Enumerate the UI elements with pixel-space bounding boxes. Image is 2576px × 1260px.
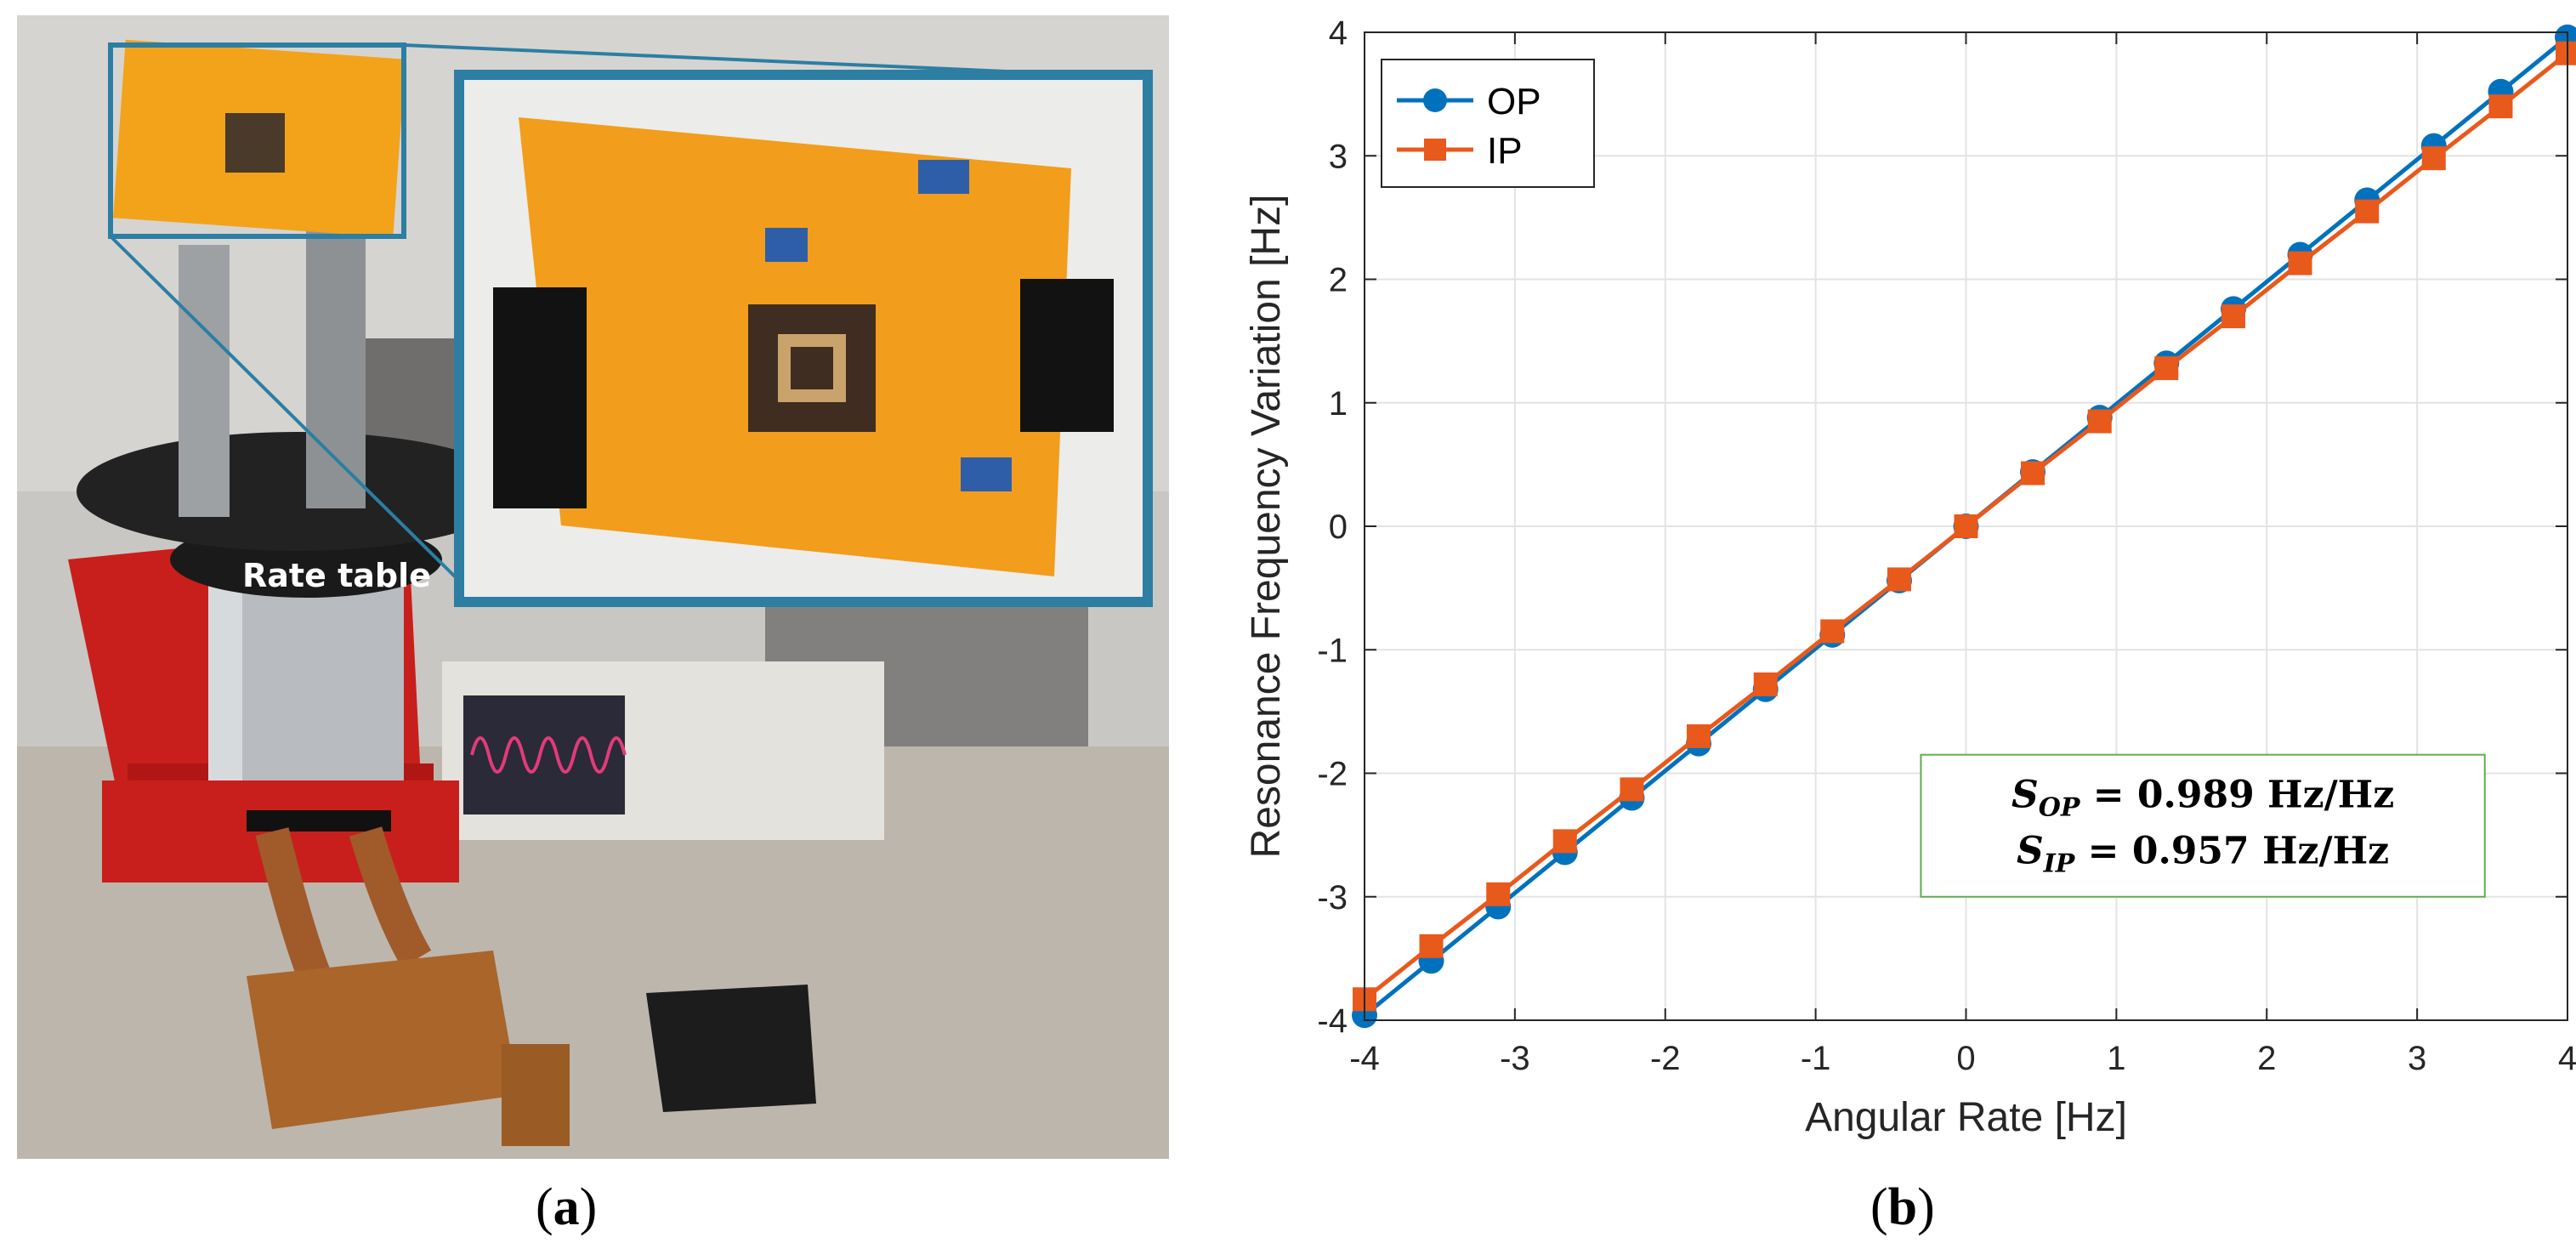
y-tick-label: -4 [1317,1002,1348,1040]
y-tick-label: 3 [1329,138,1348,175]
data-point-ip [1486,882,1511,906]
y-tick-label: -2 [1317,756,1348,793]
chart-legend: OP IP [1381,59,1595,188]
chart-tick-labels: -4 -3 -2 -1 0 1 2 3 4 -4 -3 -2 -1 0 1 2 3 4 [1317,14,2576,1077]
data-point-ip [2488,94,2513,119]
data-point-ip [1753,672,1778,696]
data-point-ip [2221,304,2245,329]
legend-entry-ip: IP [1487,130,1523,172]
legend-marker-ip [1424,139,1446,161]
legend-box [1381,59,1595,188]
data-point-ip [2087,409,2112,434]
data-point-ip [1687,724,1711,748]
caption-b: (b) [1870,1178,1935,1236]
panel-b-chart: -4 -3 -2 -1 0 1 2 3 4 -4 -3 -2 -1 0 1 2 3 4 Angular Rate … [1207,0,2576,1173]
data-point-ip [1954,514,1978,538]
data-point-ip [2556,41,2576,65]
caption-b-letter: b [1887,1178,1918,1236]
x-tick-label: -3 [1500,1040,1530,1077]
annotation-ip-value: = 0.957 Hz/Hz [2074,830,2389,873]
data-point-ip [1820,619,1845,644]
data-point-ip [1552,829,1577,854]
data-point-ip [2355,199,2380,224]
x-axis-label: Angular Rate [Hz] [1805,1095,2127,1140]
x-tick-label: 3 [2408,1040,2426,1077]
annotation-op-value: = 0.989 Hz/Hz [2080,774,2394,817]
sensitivity-annotation: SOP = 0.989 Hz/Hz SIP = 0.957 Hz/Hz [1920,753,2486,898]
rate-table-setup-photo: Rate table [17,15,1169,1159]
caption-a-letter: a [553,1178,580,1236]
annotation-ip-symbol: S [2017,830,2044,873]
y-tick-label: 2 [1329,262,1348,299]
panel-a-photo: Rate table [17,15,1169,1159]
data-point-ip [2154,356,2179,381]
data-point-ip [2021,461,2045,485]
y-tick-label: -3 [1317,879,1348,917]
x-tick-label: -1 [1801,1040,1831,1077]
data-point-ip [2421,146,2446,171]
x-tick-label: -2 [1650,1040,1681,1077]
annotation-ip-subscript: IP [2043,849,2076,879]
annotation-op-subscript: OP [2039,793,2081,823]
y-tick-label: 0 [1329,508,1348,546]
chart-series [1352,24,2576,1029]
annotation-box [1920,753,2486,898]
frequency-variation-chart: -4 -3 -2 -1 0 1 2 3 4 -4 -3 -2 -1 0 1 2 3 4 Angular Rate … [1244,14,2576,1140]
annotation-op-symbol: S [2011,774,2039,817]
annotation-op-sensitivity: SOP = 0.989 Hz/Hz [2011,774,2394,823]
data-point-ip [1620,777,1644,802]
data-point-ip [1887,567,1911,592]
y-tick-label: -1 [1317,632,1348,669]
x-tick-label: -4 [1349,1040,1380,1077]
legend-marker-op [1423,88,1447,112]
x-tick-label: 0 [1956,1040,1975,1077]
legend-entry-op: OP [1487,81,1541,122]
y-tick-label: 4 [1329,14,1348,52]
data-point-ip [1419,934,1444,958]
x-tick-label: 2 [2257,1040,2276,1077]
caption-a: (a) [536,1178,598,1236]
data-point-ip [2288,251,2312,275]
x-tick-label: 4 [2558,1040,2576,1077]
x-tick-label: 1 [2107,1040,2125,1077]
y-axis-label: Resonance Frequency Variation [Hz] [1244,195,1289,859]
annotation-ip-sensitivity: SIP = 0.957 Hz/Hz [2017,830,2389,879]
rate-table-label: Rate table [242,557,431,594]
y-tick-label: 1 [1329,385,1348,423]
